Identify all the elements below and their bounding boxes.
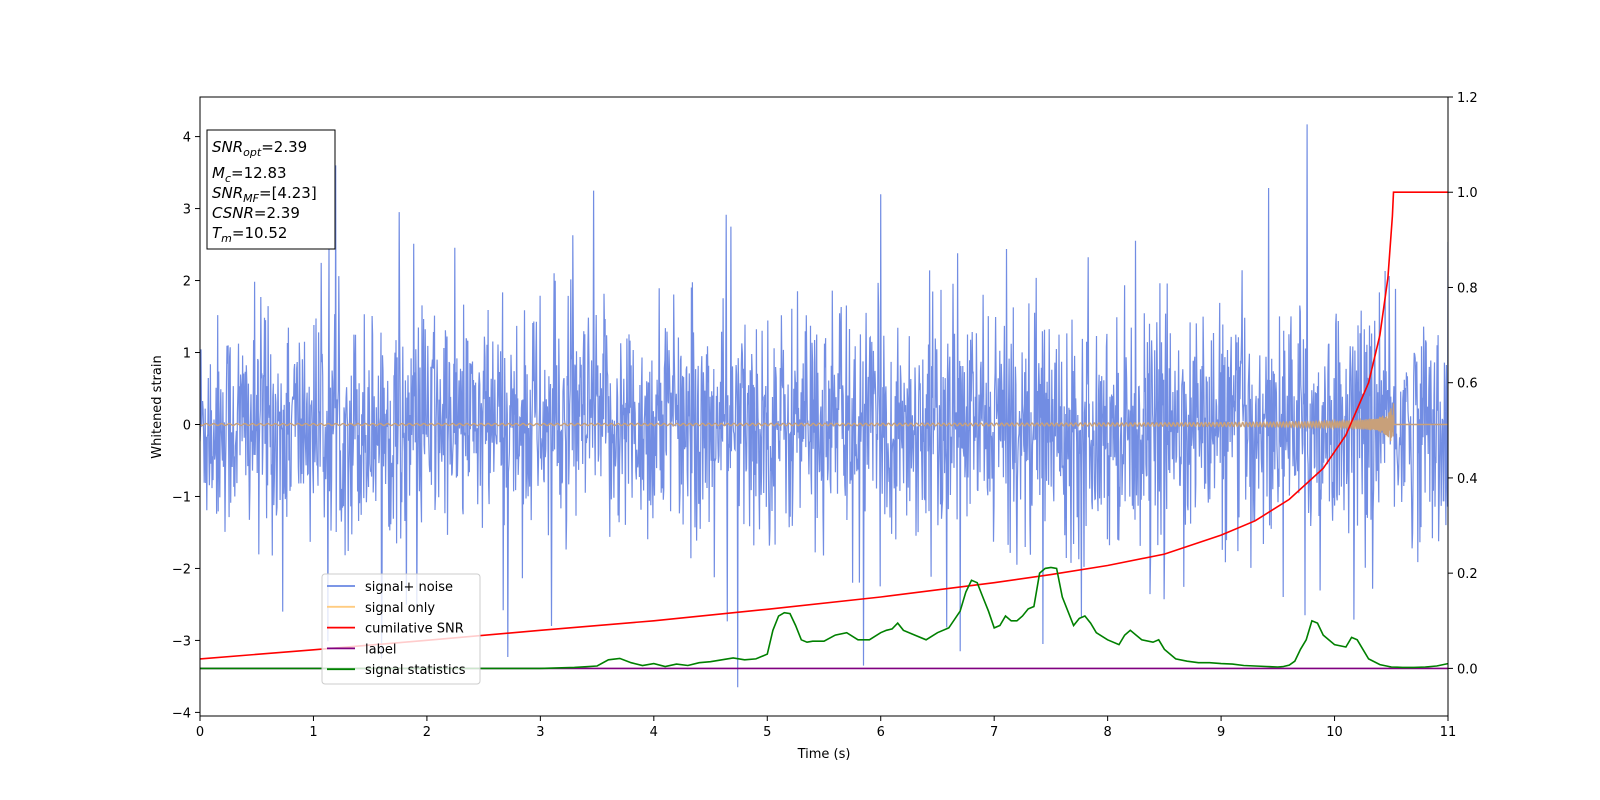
y-left-tick-label: 0 <box>183 418 191 433</box>
series-signal-noise-line <box>200 124 1448 688</box>
legend-entries: signal+ noise signal only cumilative SNR la… <box>327 580 466 678</box>
legend-label: label <box>365 642 396 657</box>
y-right-tick-label: 1.0 <box>1457 186 1478 201</box>
x-tick-label: 1 <box>309 725 317 740</box>
annotation-line: Tm=10.52 <box>212 224 287 245</box>
legend-frame <box>321 573 481 685</box>
y-left-tick-label: 2 <box>183 275 191 290</box>
plot-frame <box>199 96 1449 717</box>
y-right-tick-label: 0.2 <box>1457 567 1478 582</box>
y-left-tick-label: −2 <box>172 562 191 577</box>
series-signal-statistics-line <box>200 566 1448 670</box>
x-axis-label: Time (s) <box>797 747 851 762</box>
x-tick-label: 0 <box>196 725 204 740</box>
x-tick-label: 9 <box>1217 725 1225 740</box>
annotation-lines: SNRopt=2.39 Mc=12.83SNRMF=[4.23]CSNR=2.39… <box>212 138 317 245</box>
y-left-tick-label: 3 <box>183 203 191 218</box>
series-signal-only-line <box>200 403 1448 442</box>
y-left-tick-label: −1 <box>172 490 191 505</box>
annotation-frame <box>206 129 336 250</box>
x-tick-label: 6 <box>877 725 885 740</box>
y-left-tick-label: 1 <box>183 347 191 362</box>
annotation-box: SNRopt=2.39 Mc=12.83SNRMF=[4.23]CSNR=2.39… <box>206 129 336 250</box>
x-tick-label: 11 <box>1440 725 1457 740</box>
y-right-tick-label: 1.2 <box>1457 91 1478 106</box>
x-tick-label: 3 <box>536 725 544 740</box>
series-cumilative-snr-line <box>200 191 1448 660</box>
y-right-tick-label: 0.8 <box>1457 281 1478 296</box>
legend-label: signal statistics <box>365 663 466 678</box>
annotation-line: SNRMF=[4.23] <box>212 184 317 205</box>
y-right-tick-label: 0.0 <box>1457 662 1478 677</box>
x-tick-label: 10 <box>1326 725 1343 740</box>
y-left-tick-label: 4 <box>183 131 191 146</box>
y-right-tick-label: 0.4 <box>1457 472 1478 487</box>
x-tick-label: 5 <box>763 725 771 740</box>
x-tick-label: 2 <box>423 725 431 740</box>
y-axis-left: −4 −3 −2 −1 0 1 2 3 4 <box>172 131 200 721</box>
annotation-line: SNRopt=2.39 <box>212 138 307 159</box>
y-left-tick-label: −4 <box>172 706 191 721</box>
y-axis-label: Whitened strain <box>150 355 165 458</box>
annotation-line: CSNR=2.39 <box>212 204 300 222</box>
legend-label: signal+ noise <box>365 580 453 595</box>
x-tick-label: 7 <box>990 725 998 740</box>
annotation-line: Mc=12.83 <box>212 164 287 185</box>
y-left-tick-label: −3 <box>172 634 191 649</box>
y-axis-right: 0.0 0.2 0.4 0.6 0.8 1.0 1.2 <box>1448 91 1478 677</box>
x-tick-label: 4 <box>650 725 658 740</box>
y-right-tick-label: 0.6 <box>1457 377 1478 392</box>
legend: signal+ noise signal only cumilative SNR la… <box>321 573 481 685</box>
legend-label: signal only <box>365 601 435 616</box>
x-tick-label: 8 <box>1103 725 1111 740</box>
legend-label: cumilative SNR <box>365 622 464 637</box>
x-axis: 0 1 2 3 4 5 6 7 8 9 10 11 <box>196 716 1456 740</box>
